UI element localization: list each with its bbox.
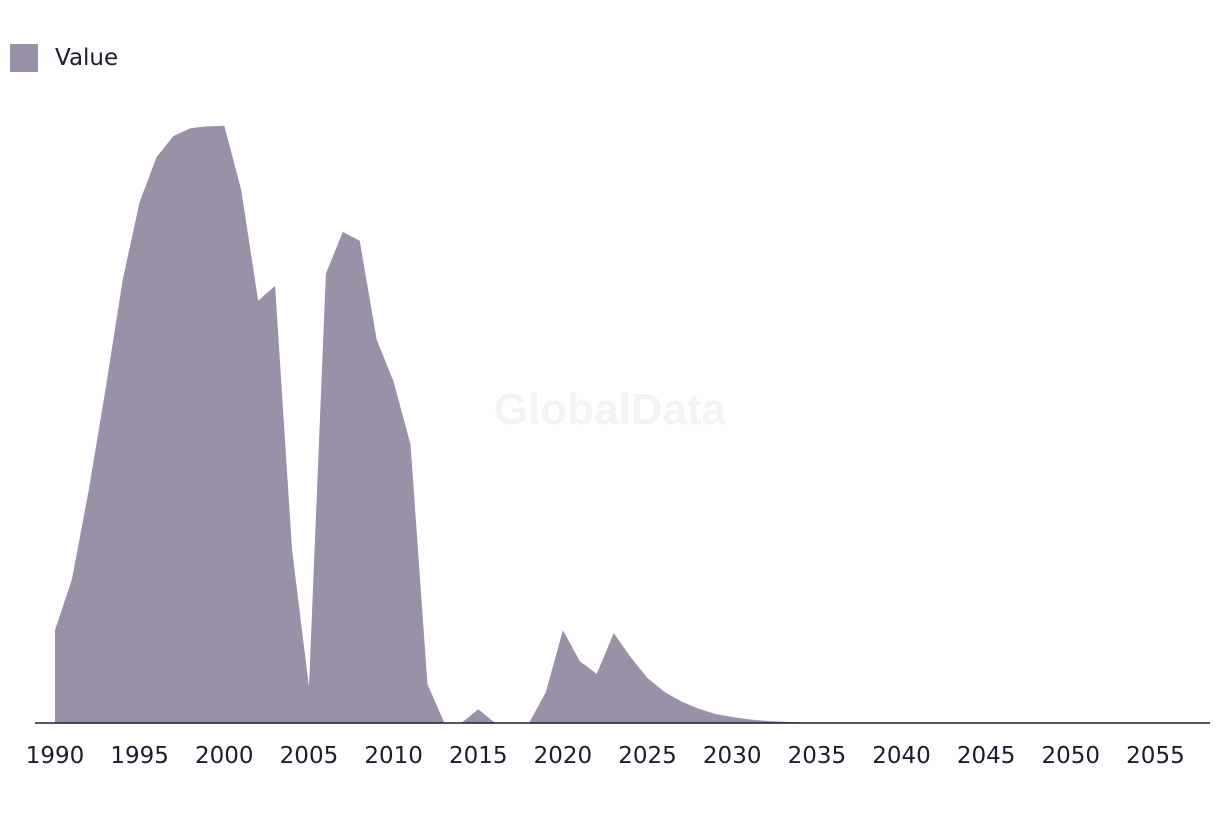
x-tick-label: 2050: [1042, 743, 1101, 769]
legend-label-value: Value: [55, 45, 119, 71]
x-tick-label: 1995: [110, 743, 169, 769]
x-tick-label: 2030: [703, 743, 762, 769]
x-tick-label: 2035: [788, 743, 847, 769]
x-tick-label: 2015: [449, 743, 508, 769]
x-tick-label: 1990: [26, 743, 85, 769]
watermark-text: GlobalData: [494, 385, 727, 434]
legend-swatch-value: [10, 44, 38, 72]
x-tick-label: 2045: [957, 743, 1016, 769]
x-tick-label: 2005: [280, 743, 339, 769]
legend: Value: [10, 44, 118, 72]
x-tick-label: 2000: [195, 743, 254, 769]
x-tick-label: 2010: [364, 743, 423, 769]
x-axis-ticks: 1990 1995 2000 2005 2010 2015 2020 2025 2030 2035…: [26, 743, 1185, 769]
area-series-value: [55, 125, 1220, 723]
x-tick-label: 2020: [534, 743, 593, 769]
x-tick-label: 2055: [1126, 743, 1185, 769]
x-tick-label: 2040: [872, 743, 931, 769]
area-series-layer: [55, 125, 1220, 723]
x-tick-label: 2025: [618, 743, 677, 769]
